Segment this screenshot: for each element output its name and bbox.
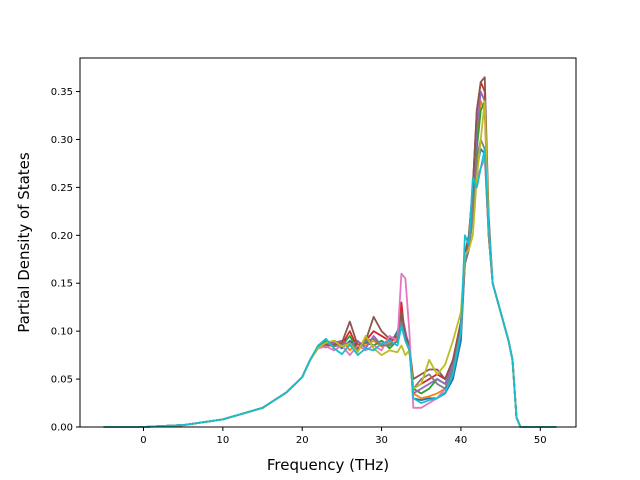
x-axis-label: Frequency (THz) [267,456,389,474]
y-tick-label: 0.25 [51,183,73,194]
y-tick-label: 0.05 [51,375,73,386]
x-tick-label: 20 [296,435,309,446]
y-tick-label: 0.10 [51,327,73,338]
x-axis-ticks: 0 10 20 30 40 50 [140,427,547,446]
pdos-series-line-10 [103,148,557,428]
y-tick-label: 0.20 [51,231,73,242]
y-tick-label: 0.30 [51,135,73,146]
x-tick-label: 30 [375,435,388,446]
series-layer [103,76,557,428]
plot-area-background [80,58,576,427]
plot-frame [79,57,577,428]
x-tick-label: 0 [140,435,146,446]
y-tick-label: 0.35 [51,87,73,98]
y-tick-label: 0.00 [51,423,73,434]
y-axis-label: Partial Density of States [15,152,33,333]
x-tick-label: 40 [455,435,468,446]
y-tick-label: 0.15 [51,279,73,290]
x-tick-label: 10 [216,435,229,446]
y-axis-ticks: 0.00 0.05 0.10 0.15 0.20 0.25 0.30 0.35 [51,87,80,434]
x-tick-label: 50 [534,435,547,446]
